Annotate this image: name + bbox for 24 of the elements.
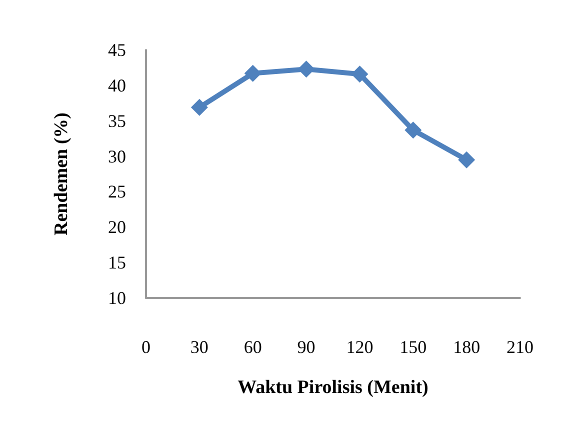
y-tick-label: 40: [108, 75, 126, 96]
x-tick-label: 90: [297, 337, 316, 357]
y-tick-label: 20: [108, 217, 126, 238]
x-tick-label: 180: [453, 337, 480, 357]
x-tick-label: 30: [190, 337, 208, 357]
y-axis-title: Rendemen (%): [51, 112, 72, 236]
y-tick-label: 10: [108, 288, 126, 308]
y-tick-label: 25: [108, 182, 126, 202]
point: [190, 98, 208, 116]
point: [404, 122, 422, 139]
y-tick-label: 35: [108, 110, 126, 131]
point: [298, 60, 315, 78]
x-tick-label: 210: [506, 337, 534, 357]
y-tick-label: 15: [108, 252, 126, 273]
x-tick-label: 60: [244, 337, 262, 357]
x-tick-label: 120: [346, 337, 374, 357]
y-tick-label: 30: [108, 146, 126, 166]
point: [351, 66, 368, 83]
x-tick-label: 150: [400, 337, 427, 357]
point: [244, 64, 262, 82]
y-tick-label: 45: [108, 40, 126, 60]
x-tick-label: 0: [142, 337, 150, 357]
x-axis-title: Waktu Pirolisis (Menit): [238, 377, 428, 398]
point: [458, 151, 476, 168]
